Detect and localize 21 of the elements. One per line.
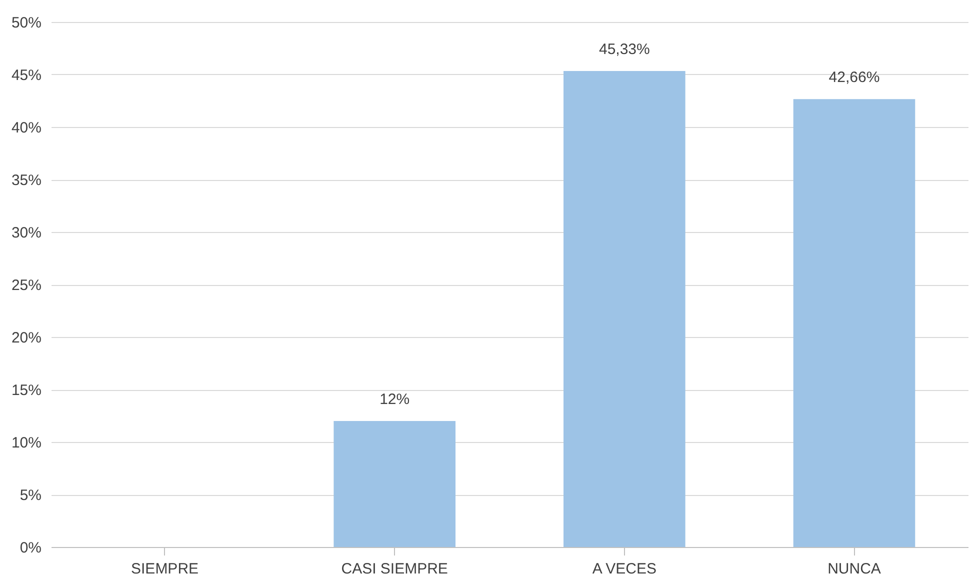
- data-label: 42,66%: [828, 69, 880, 86]
- y-tick-label: 15%: [11, 382, 42, 399]
- bar: [793, 99, 916, 547]
- x-tick-label: CASI SIEMPRE: [341, 560, 448, 578]
- y-tick-label: 5%: [20, 487, 42, 504]
- y-tick-label: 35%: [11, 172, 42, 189]
- x-tick-label: NUNCA: [828, 560, 881, 578]
- x-tick-label: A VECES: [592, 560, 657, 578]
- y-tick-label: 40%: [11, 120, 42, 136]
- y-tick-label: 0%: [20, 540, 42, 556]
- bar: [334, 421, 456, 547]
- y-tick-label: 50%: [11, 14, 42, 32]
- data-label: 12%: [380, 391, 410, 408]
- y-tick-label: 20%: [11, 330, 42, 346]
- y-tick-label: 45%: [11, 67, 42, 84]
- y-tick-label: 10%: [11, 434, 42, 452]
- bar: [564, 71, 686, 547]
- y-tick-label: 25%: [11, 277, 42, 294]
- y-tick-label: 30%: [11, 224, 42, 242]
- data-label: 45,33%: [598, 41, 650, 58]
- x-tick-label: SIEMPRE: [131, 560, 199, 578]
